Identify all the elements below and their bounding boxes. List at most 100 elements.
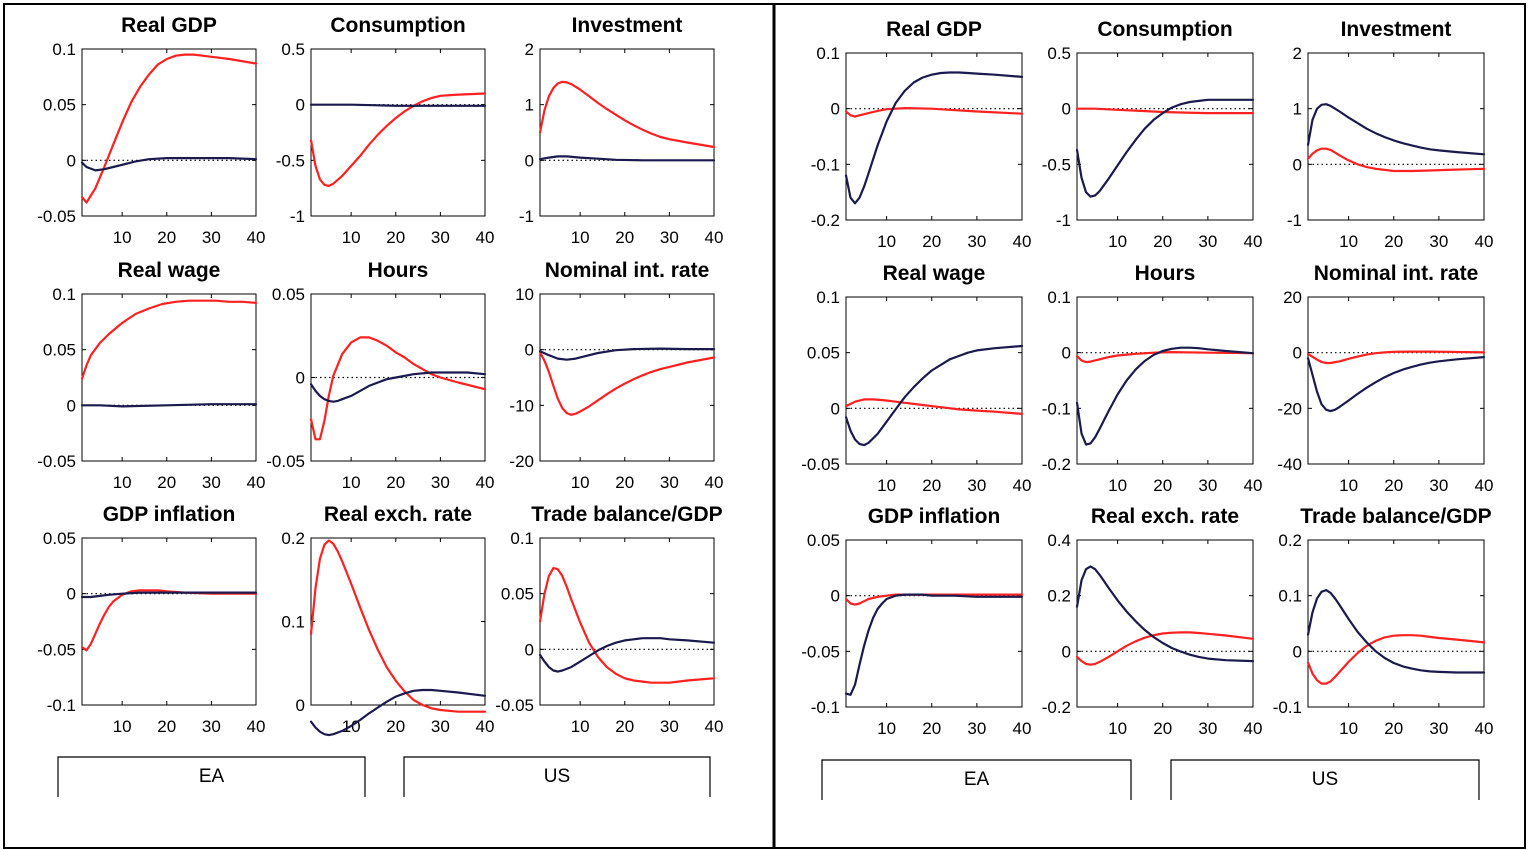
- y-tick-label: 0: [525, 341, 534, 360]
- y-tick-label: 0.1: [816, 44, 840, 63]
- panel-title: Real GDP: [121, 14, 217, 37]
- x-tick-label: 20: [615, 717, 634, 736]
- x-tick-label: 20: [386, 228, 405, 247]
- x-tick-label: 30: [1429, 476, 1448, 495]
- panel-title: Hours: [1135, 262, 1196, 285]
- legend-box-ea: [57, 756, 366, 797]
- x-tick-label: 30: [967, 719, 986, 738]
- series-line-ea: [80, 53, 258, 204]
- x-tick-label: 10: [1339, 476, 1358, 495]
- y-tick-label: -0.5: [276, 151, 305, 170]
- panel-title: Real exch. rate: [324, 503, 472, 526]
- plot-frame: [1076, 539, 1254, 708]
- y-tick-label: -20: [1277, 399, 1302, 418]
- y-tick-label: 0.1: [52, 40, 76, 59]
- series-line-us: [309, 371, 487, 403]
- y-tick-label: 0.1: [281, 613, 305, 632]
- panel-1-9: Trade balance/GDP -0.05 0 0.05 0.1 10 20 30 40: [495, 503, 723, 736]
- panel-2-9: Trade balance/GDP -0.1 0 0.1 0.2 10 20 30 40: [1273, 505, 1494, 738]
- legend-label-us: US: [1312, 769, 1338, 790]
- x-tick-label: 20: [1153, 719, 1172, 738]
- y-tick-label: 0.05: [807, 344, 840, 363]
- series-line-us: [309, 688, 487, 737]
- y-tick-label: 0.05: [43, 529, 76, 548]
- y-tick-label: 0: [1062, 100, 1071, 119]
- x-tick-label: 20: [1384, 476, 1403, 495]
- x-tick-label: 10: [877, 719, 896, 738]
- y-tick-label: 0: [525, 640, 534, 659]
- y-tick-label: -0.05: [37, 452, 76, 471]
- y-tick-label: -0.1: [811, 155, 840, 174]
- series-line-us: [1075, 98, 1255, 198]
- y-tick-label: 0: [1293, 642, 1302, 661]
- y-tick-label: -10: [509, 396, 534, 415]
- y-tick-label: 0: [831, 100, 840, 119]
- series-line-ea: [309, 539, 487, 713]
- series-line-us: [1075, 346, 1255, 446]
- y-tick-label: 0: [67, 396, 76, 415]
- x-tick-label: 10: [1339, 232, 1358, 251]
- plot-frame: [1307, 296, 1485, 465]
- x-tick-label: 10: [113, 473, 132, 492]
- y-tick-label: -0.05: [37, 640, 76, 659]
- y-tick-label: 1: [525, 96, 534, 115]
- series-line-ea: [309, 92, 487, 187]
- x-tick-label: 40: [476, 717, 495, 736]
- x-tick-label: 10: [1339, 719, 1358, 738]
- series-line-us: [1306, 103, 1486, 156]
- x-tick-label: 20: [922, 476, 941, 495]
- panel-title: Nominal int. rate: [545, 259, 710, 282]
- y-tick-label: 0: [831, 587, 840, 606]
- y-tick-label: -0.1: [1042, 399, 1071, 418]
- panel-1-6: Nominal int. rate -20 -10 0 10 10 20 30 40: [509, 259, 723, 492]
- y-tick-label: 0.1: [510, 529, 534, 548]
- y-tick-label: 2: [1293, 44, 1302, 63]
- panel-1-7: GDP inflation -0.1 -0.05 0 0.05 10 20 30 40: [37, 503, 265, 736]
- x-tick-label: 40: [705, 473, 724, 492]
- x-tick-label: 20: [157, 473, 176, 492]
- y-tick-label: -0.5: [1042, 155, 1071, 174]
- x-tick-label: 10: [1108, 232, 1127, 251]
- series-line-us: [844, 593, 1024, 696]
- y-tick-label: 0.1: [816, 288, 840, 307]
- y-tick-label: 0.05: [807, 531, 840, 550]
- y-tick-label: -0.05: [495, 696, 534, 715]
- x-tick-label: 20: [157, 717, 176, 736]
- y-tick-label: 0.4: [1047, 531, 1071, 550]
- x-tick-label: 30: [660, 228, 679, 247]
- panel-title: GDP inflation: [103, 503, 236, 526]
- y-tick-label: -40: [1277, 455, 1302, 474]
- x-tick-label: 40: [1244, 476, 1263, 495]
- x-tick-label: 40: [1013, 232, 1032, 251]
- y-tick-label: 0: [1293, 155, 1302, 174]
- x-tick-label: 20: [615, 473, 634, 492]
- panel-title: Trade balance/GDP: [531, 503, 722, 526]
- panel-title: Investment: [1341, 18, 1452, 41]
- x-tick-label: 10: [1108, 719, 1127, 738]
- panel-2-7: GDP inflation -0.1 -0.05 0 0.05 10 20 30 40: [801, 505, 1031, 738]
- y-tick-label: 0.1: [1047, 288, 1071, 307]
- panel-title: Consumption: [330, 14, 465, 37]
- series-line-us: [538, 637, 716, 673]
- y-tick-label: -0.1: [811, 698, 840, 717]
- y-tick-label: 0.2: [1047, 587, 1071, 606]
- y-tick-label: -0.1: [1273, 698, 1302, 717]
- x-tick-label: 30: [431, 228, 450, 247]
- series-line-us: [538, 347, 716, 361]
- panel-title: Real GDP: [886, 18, 982, 41]
- x-tick-label: 40: [1244, 232, 1263, 251]
- x-tick-label: 20: [922, 719, 941, 738]
- series-line-ea: [1075, 351, 1255, 364]
- panel-title: Real wage: [118, 259, 221, 282]
- panel-2-5: Hours -0.2 -0.1 0 0.1 10 20 30 40: [1042, 262, 1263, 495]
- y-tick-label: 0: [67, 585, 76, 604]
- panel-title: GDP inflation: [868, 505, 1001, 528]
- x-tick-label: 30: [431, 717, 450, 736]
- y-tick-label: -0.05: [801, 455, 840, 474]
- x-tick-label: 10: [342, 473, 361, 492]
- plot-frame: [81, 48, 257, 217]
- legend-label-ea: EA: [199, 766, 225, 787]
- y-tick-label: -0.1: [47, 696, 76, 715]
